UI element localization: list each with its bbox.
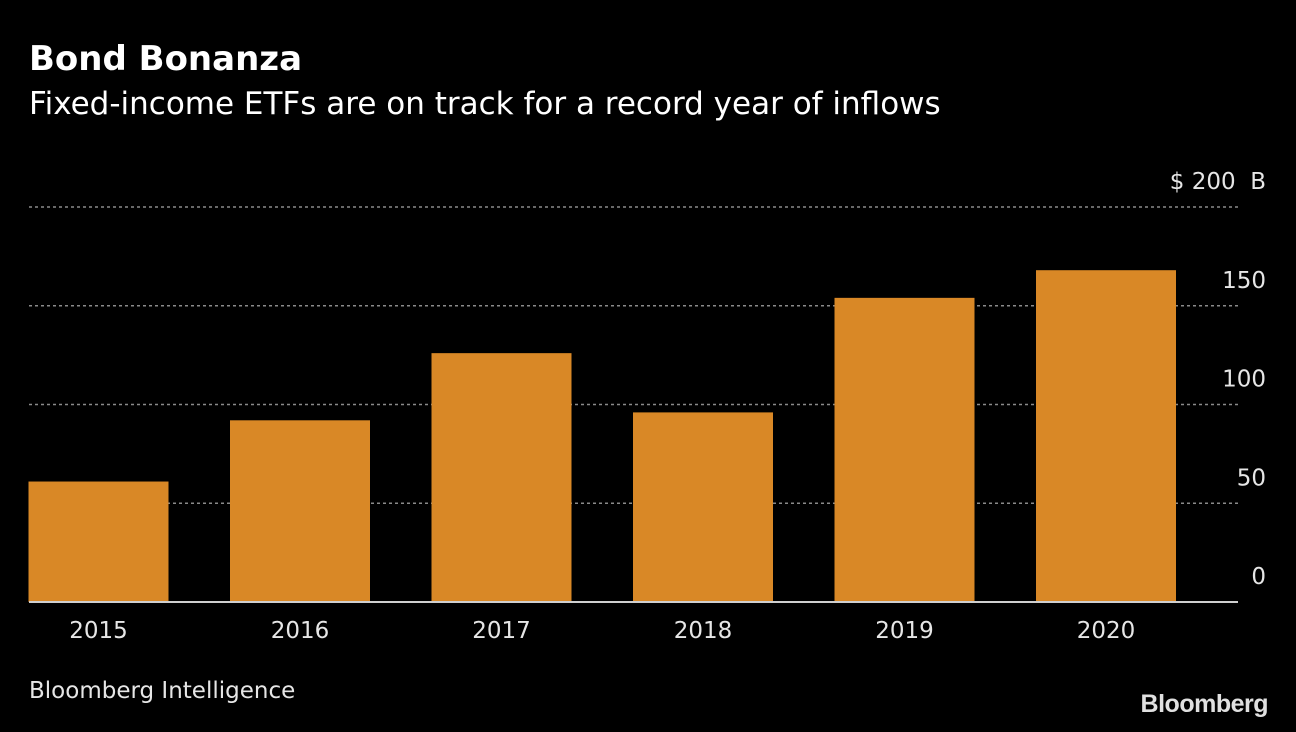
bar-2017 [431,353,572,602]
x-tick-label: 2019 [875,618,934,644]
bar-2020 [1036,270,1176,602]
tick-labels: 0 50 100 150 $ 200 B 2015 2016 2017 2018 2019 2020 [69,169,1266,644]
chart-title: Bond Bonanza [29,39,303,79]
bars [28,270,1176,602]
bar-2018 [633,412,773,602]
x-tick-label: 2018 [674,618,733,644]
source-note: Bloomberg Intelligence [29,678,296,704]
y-tick-label: 100 [1222,367,1266,393]
y-tick-label: 150 [1222,268,1266,294]
y-tick-label: 0 [1251,564,1266,590]
x-tick-label: 2015 [69,618,128,644]
x-tick-label: 2020 [1077,618,1136,644]
x-tick-label: 2017 [472,618,531,644]
bar-chart: 0 50 100 150 $ 200 B 2015 2016 2017 2018 2019 2020 [28,169,1266,644]
bar-2019 [834,297,975,602]
bar-2016 [230,420,370,602]
bar-2015 [28,481,169,602]
bloomberg-logo: Bloomberg [1140,690,1269,718]
chart-subtitle: Fixed-income ETFs are on track for a rec… [29,86,941,122]
y-tick-label: 50 [1237,465,1266,491]
y-tick-label: $ 200 B [1170,169,1266,195]
x-tick-label: 2016 [271,618,330,644]
